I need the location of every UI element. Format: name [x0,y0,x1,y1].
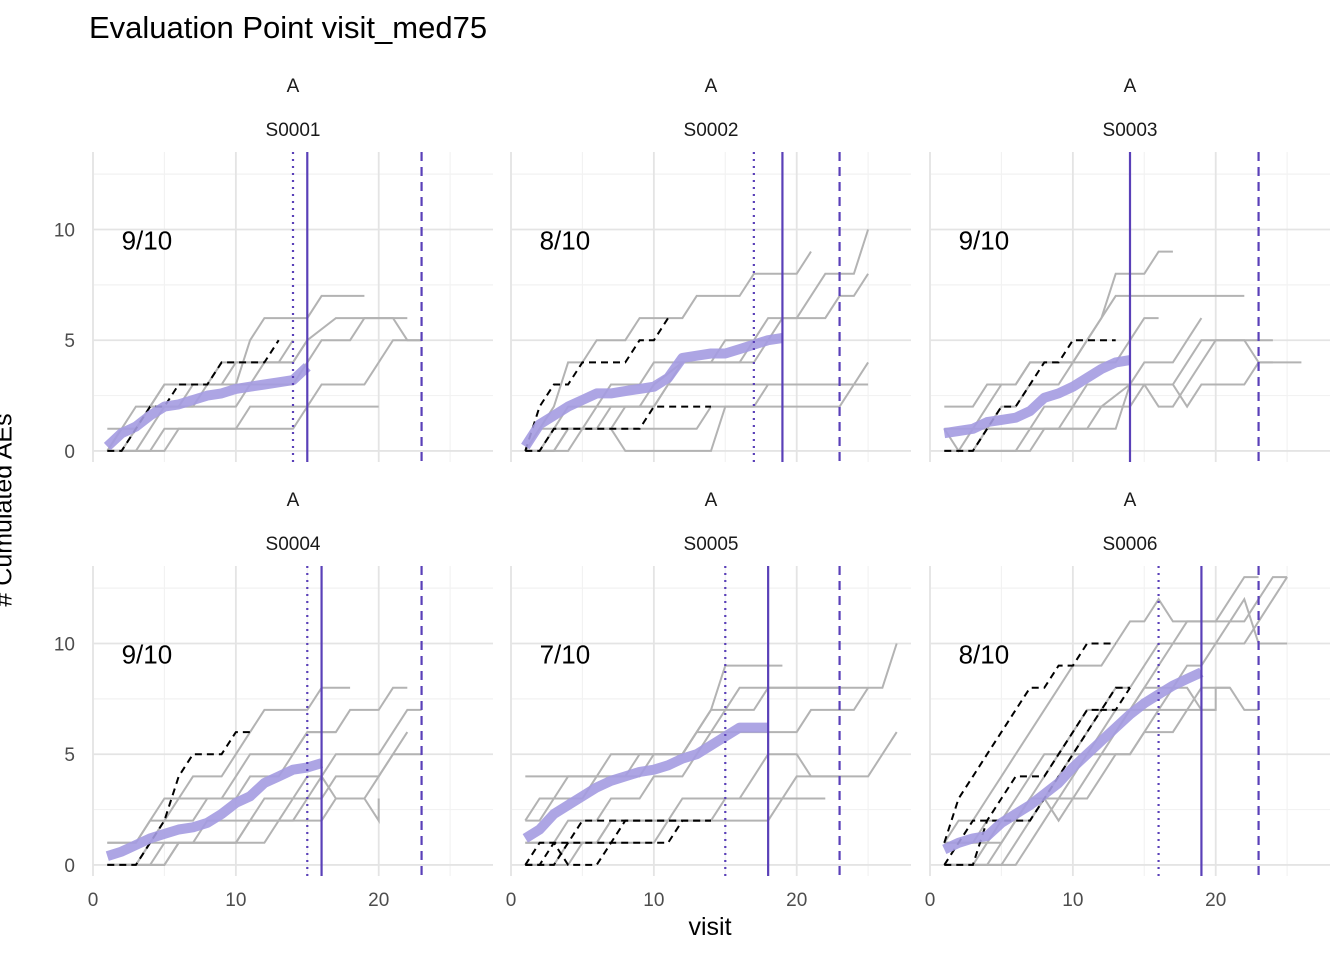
mean-line [943,355,1131,439]
y-tick-label: 0 [64,856,75,877]
facet-panel-S0002: 8/10 A S0002 [510,76,911,462]
x-tick-label: 10 [225,890,246,911]
facet-panel-S0003: 9/10 A S0003 [929,76,1330,462]
x-tick-label: 20 [368,890,389,911]
panel-annotation: 9/10 [122,226,173,256]
flagged-patient-line [525,819,711,866]
mean-line [105,758,324,861]
facet-panel-S0005: 7/10 A S0005 0 10 20 [506,490,911,911]
patient-line [525,775,840,844]
strip-label-top: A [287,490,300,511]
mean-line [521,333,784,450]
panel-annotation: 9/10 [959,226,1010,256]
y-tick-label: 10 [54,221,75,242]
patient-line [525,797,826,866]
strip-label-top: A [1124,490,1137,511]
x-tick-label: 20 [786,890,807,911]
y-tick-label: 5 [64,331,75,352]
strip-label-bottom: S0002 [684,120,739,141]
y-axis-label: # Cumulated AEs [0,413,18,606]
flagged-patient-line [107,339,280,452]
x-tick-label: 0 [925,890,936,911]
strip-label-bottom: S0005 [684,534,739,555]
facet-panel-S0004: 9/10 A S0004 0 5 10 0 10 20 [54,490,493,911]
patient-line [525,361,869,452]
flagged-patient-line [944,339,1116,452]
patient-line [107,731,336,844]
x-tick-label: 0 [88,890,99,911]
flagged-patient-line [524,317,669,452]
flagged-patient-line [525,819,711,866]
y-tick-label: 10 [54,635,75,656]
patient-line [524,251,812,452]
facet-panel-S0006: 8/10 A S0006 0 10 20 [925,490,1330,911]
strip-label-top: A [705,76,718,97]
mean-line [103,363,311,451]
strip-label-top: A [705,490,718,511]
mean-line [942,667,1204,854]
flagged-patient-line [944,686,1130,866]
patient-line [525,686,840,844]
flagged-patient-line [524,820,684,866]
facet-panel-S0001: 9/10 A S0001 0 5 10 [54,76,493,463]
x-tick-label: 0 [506,890,517,911]
x-tick-label: 10 [643,890,664,911]
strip-label-top: A [287,76,300,97]
flagged-patient-line [525,405,711,452]
strip-label-top: A [1124,76,1137,97]
panel-annotation: 9/10 [122,640,173,670]
patient-line [525,383,869,452]
panel-annotation: 8/10 [959,640,1010,670]
patient-line [525,339,783,452]
strip-label-bottom: S0001 [266,120,321,141]
y-tick-label: 0 [64,442,75,463]
chart-title: Evaluation Point visit_med75 [89,10,488,45]
y-tick-label: 5 [64,745,75,766]
strip-label-bottom: S0003 [1103,120,1158,141]
strip-label-bottom: S0004 [266,534,321,555]
flagged-patient-line [107,731,251,866]
patient-line [524,687,869,822]
mean-line [522,722,769,843]
x-tick-label: 10 [1062,890,1083,911]
patient-line [944,294,1245,408]
x-tick-label: 20 [1205,890,1226,911]
panel-annotation: 8/10 [540,226,591,256]
x-axis-label: visit [688,913,732,941]
patient-line [107,405,379,452]
strip-label-bottom: S0006 [1103,534,1158,555]
flagged-patient-line [943,642,1116,844]
panel-annotation: 7/10 [540,640,591,670]
patient-line [107,797,380,866]
